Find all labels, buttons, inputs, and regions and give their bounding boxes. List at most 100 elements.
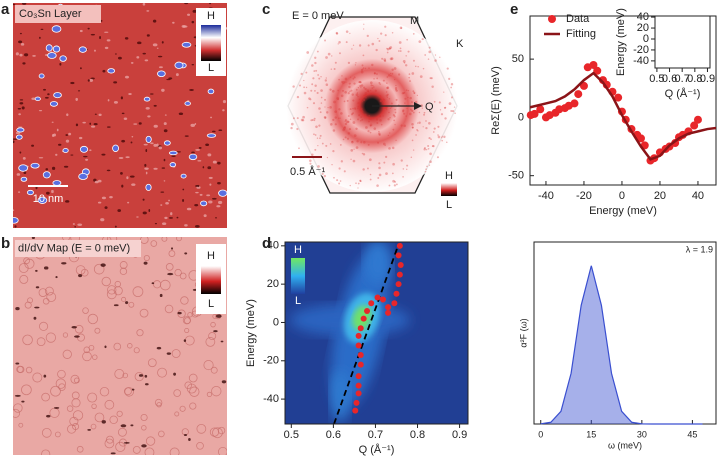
speckle	[362, 168, 365, 171]
defect	[207, 166, 212, 170]
speckle	[353, 82, 356, 85]
speckle	[368, 117, 371, 120]
speckle	[443, 135, 446, 139]
data-point	[352, 407, 359, 414]
defect	[191, 151, 195, 154]
defect	[216, 205, 221, 208]
y-axis-label: Energy (meV)	[245, 299, 257, 367]
speckle	[418, 40, 422, 43]
dark-spot	[144, 374, 148, 378]
ripple	[189, 386, 200, 397]
speckle	[355, 88, 358, 91]
ripple	[196, 424, 207, 434]
defect	[38, 36, 41, 39]
speckle	[385, 172, 388, 175]
speckle	[296, 127, 299, 131]
y-tick-label: 40	[267, 240, 279, 252]
x-tick-label: 45	[687, 429, 697, 439]
defect	[16, 173, 21, 176]
speckle	[422, 126, 424, 128]
speckle	[369, 89, 372, 92]
speckle	[342, 138, 345, 141]
speckle	[331, 55, 333, 57]
speckle	[446, 67, 449, 70]
defect	[130, 141, 133, 144]
defect	[65, 200, 70, 203]
speckle	[377, 177, 380, 179]
x-tick-label: 0	[538, 429, 543, 439]
defect	[159, 66, 163, 69]
speckle	[402, 176, 404, 178]
speckle	[360, 86, 362, 89]
heatmap	[285, 242, 468, 424]
defect	[24, 53, 29, 57]
y-axis-label: Energy (meV)	[615, 8, 627, 76]
adatom	[112, 144, 120, 152]
dark-spot	[61, 262, 67, 265]
x-tick-label: 0.7	[675, 73, 690, 85]
speckle	[344, 90, 347, 94]
speckle	[357, 182, 360, 185]
speckle	[392, 114, 395, 117]
ripple	[45, 286, 54, 296]
defect	[17, 126, 23, 128]
data-point	[364, 307, 371, 314]
colorbar	[201, 25, 221, 61]
speckle	[346, 99, 349, 102]
ripple	[24, 301, 32, 309]
ripple	[88, 344, 95, 351]
speckle	[450, 83, 454, 86]
dark-spot	[110, 452, 116, 455]
speckle	[452, 110, 455, 113]
speckle	[389, 117, 391, 119]
dark-spot	[113, 304, 119, 307]
dark-spot	[43, 266, 49, 270]
ripple	[206, 391, 213, 398]
speckle	[364, 93, 367, 97]
speckle	[350, 158, 352, 160]
speckle	[378, 162, 381, 165]
speckle	[325, 144, 328, 147]
speckle	[402, 110, 405, 113]
speckle	[324, 116, 327, 119]
dark-spot	[87, 429, 92, 431]
speckle	[332, 129, 336, 132]
speckle	[376, 184, 379, 187]
speckle	[371, 117, 374, 120]
ripple	[210, 366, 218, 374]
data-point	[593, 66, 602, 75]
defect	[145, 171, 148, 175]
ripple	[82, 307, 89, 314]
y-tick-label: -40	[263, 393, 279, 405]
adatom	[38, 73, 45, 79]
adatom	[157, 70, 166, 77]
defect	[40, 28, 44, 30]
speckle	[428, 50, 432, 54]
speckle	[384, 144, 386, 146]
defect	[199, 193, 203, 196]
defect	[125, 156, 130, 159]
defect	[65, 139, 70, 143]
adatom	[42, 171, 51, 179]
speckle	[362, 140, 366, 144]
ripple	[174, 411, 180, 417]
adatom	[37, 196, 48, 204]
ripple	[134, 371, 144, 382]
speckle	[337, 89, 339, 92]
defect	[90, 77, 95, 80]
defect	[13, 138, 18, 140]
speckle	[313, 133, 315, 136]
speckle	[361, 100, 364, 103]
speckle	[413, 111, 415, 114]
speckle	[351, 140, 354, 143]
defect	[80, 67, 82, 70]
speckle	[292, 117, 295, 120]
scale-bar-label: 0.5 Å⁻¹	[290, 165, 325, 178]
speckle	[394, 87, 398, 90]
data-point	[355, 382, 362, 389]
speckle	[404, 102, 406, 104]
ripple	[205, 337, 216, 347]
speckle	[350, 113, 354, 116]
defect	[206, 194, 211, 197]
speckle	[453, 106, 456, 108]
